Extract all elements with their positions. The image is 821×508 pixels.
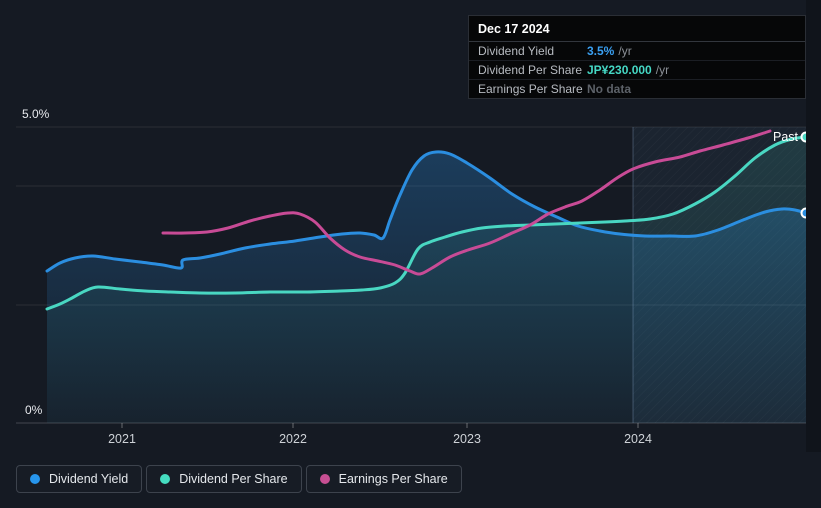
past-period-label: Past xyxy=(772,130,798,144)
tooltip-label: Earnings Per Share xyxy=(478,82,583,96)
tooltip-value: No data xyxy=(587,82,632,96)
legend-label: Earnings Per Share xyxy=(338,472,448,486)
tooltip-value: 3.5% xyxy=(587,44,615,58)
tooltip-row-dividend-yield: Dividend Yield 3.5% /yr xyxy=(469,42,805,61)
legend-label: Dividend Per Share xyxy=(179,472,288,486)
line-earnings-per-share xyxy=(161,129,772,276)
area-dividend-per-share xyxy=(47,137,806,423)
dividend-per-share-dot-icon xyxy=(160,474,171,484)
tooltip-value-suffix: /yr xyxy=(618,44,632,58)
tooltip-label: Dividend Yield xyxy=(478,44,555,58)
line-dividend-yield xyxy=(45,150,808,273)
y-axis-label-min: 0% xyxy=(25,403,43,417)
x-axis-label-2024: 2024 xyxy=(624,432,652,446)
y-axis-label-max: 5.0% xyxy=(22,107,50,121)
tooltip-row-earnings-per-share: Earnings Per Share No data xyxy=(469,80,805,98)
hover-tooltip: Dec 17 2024 Dividend Yield 3.5% /yr Divi… xyxy=(468,15,806,99)
earnings-per-share-dot-icon xyxy=(319,474,330,484)
x-axis-label-2022: 2022 xyxy=(279,432,307,446)
legend-item-earnings-per-share[interactable]: Earnings Per Share xyxy=(305,465,462,493)
chart-legend: Dividend Yield Dividend Per Share Earnin… xyxy=(16,465,462,493)
tooltip-label: Dividend Per Share xyxy=(478,63,583,77)
tooltip-value-suffix: /yr xyxy=(655,63,670,77)
legend-item-dividend-per-share[interactable]: Dividend Per Share xyxy=(146,465,302,493)
dividend-yield-dot-icon xyxy=(30,474,40,484)
legend-item-dividend-yield[interactable]: Dividend Yield xyxy=(16,465,143,493)
tooltip-date: Dec 17 2024 xyxy=(469,16,805,42)
tooltip-value: JP¥230.000 xyxy=(587,63,652,77)
series-lines xyxy=(45,129,808,311)
x-axis-label-2023: 2023 xyxy=(453,432,481,446)
tooltip-row-dividend-per-share: Dividend Per Share JP¥230.000 /yr xyxy=(469,61,805,80)
legend-label: Dividend Yield xyxy=(49,472,129,486)
x-axis-label-2021: 2021 xyxy=(108,432,136,446)
right-gutter xyxy=(806,0,821,452)
series-areas xyxy=(47,137,806,424)
line-dividend-per-share xyxy=(45,135,808,311)
